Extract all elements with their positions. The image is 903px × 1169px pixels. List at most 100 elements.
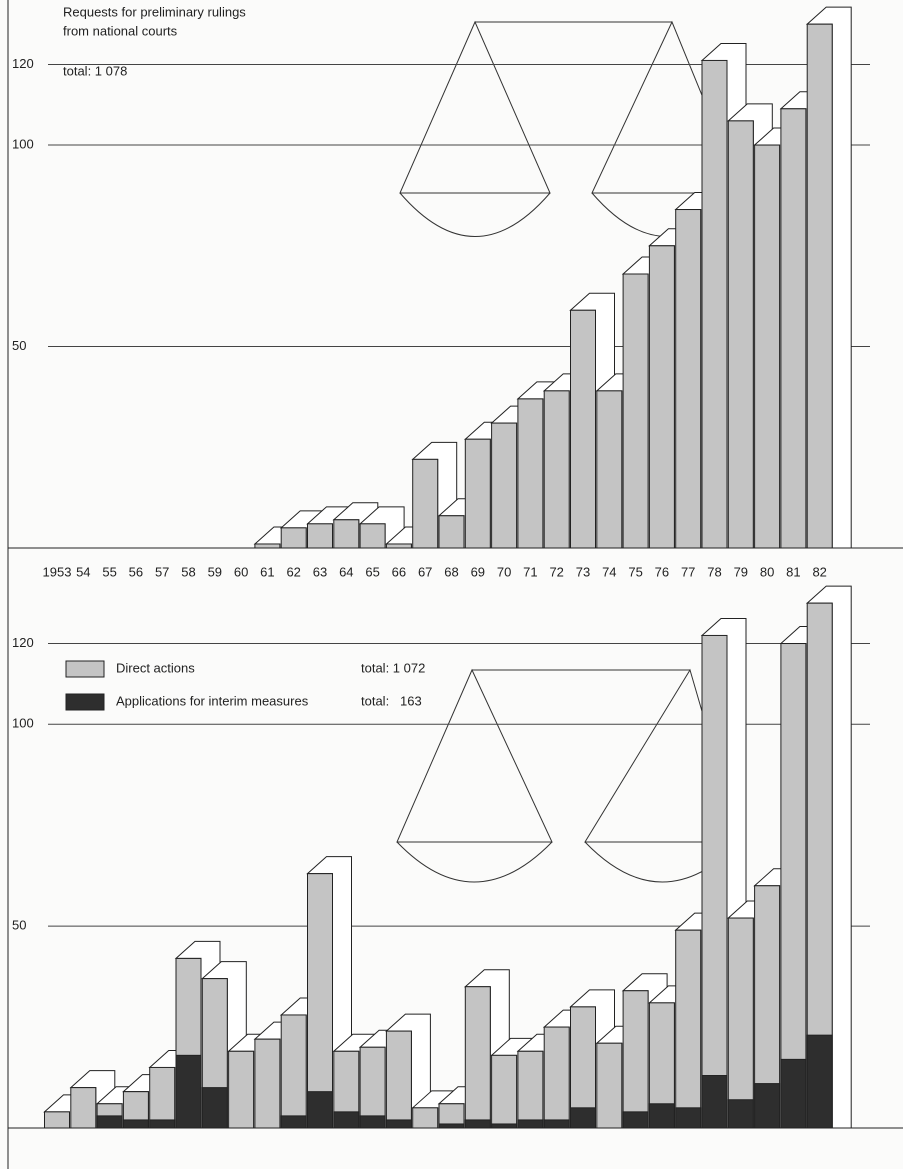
x-tick-label: 55 bbox=[102, 564, 116, 579]
bar bbox=[307, 873, 333, 1129]
bar bbox=[701, 59, 728, 549]
x-tick-label: 63 bbox=[313, 564, 327, 579]
x-tick-label: 62 bbox=[286, 564, 300, 579]
x-tick-label: 78 bbox=[707, 564, 721, 579]
chart-title: from national courts bbox=[63, 23, 178, 38]
bar bbox=[596, 1042, 623, 1129]
bar bbox=[701, 634, 728, 1129]
bar bbox=[648, 1103, 675, 1129]
x-tick-label: 80 bbox=[760, 564, 774, 579]
bar bbox=[96, 1115, 123, 1129]
bar bbox=[491, 1054, 518, 1129]
bar bbox=[385, 543, 412, 549]
bar bbox=[727, 917, 754, 1129]
x-tick-label: 81 bbox=[786, 564, 800, 579]
x-tick-label: 70 bbox=[497, 564, 511, 579]
bar bbox=[228, 1050, 255, 1129]
bar bbox=[570, 309, 596, 549]
bar bbox=[675, 209, 702, 549]
y-tick-label: 120 bbox=[12, 56, 34, 71]
bar bbox=[543, 1026, 570, 1129]
bar bbox=[385, 1119, 412, 1129]
bar bbox=[70, 1087, 97, 1129]
bar bbox=[122, 1119, 149, 1129]
legend-total: total: 163 bbox=[361, 693, 422, 708]
x-tick-label: 66 bbox=[392, 564, 406, 579]
bar bbox=[517, 1119, 544, 1129]
bar bbox=[806, 1034, 833, 1129]
bar bbox=[44, 1111, 70, 1129]
bar bbox=[491, 422, 518, 549]
y-tick-label: 100 bbox=[12, 136, 34, 151]
bar bbox=[622, 273, 649, 549]
bar bbox=[359, 1115, 386, 1129]
bar bbox=[359, 523, 386, 549]
bar bbox=[780, 1058, 807, 1129]
x-tick-label: 56 bbox=[129, 564, 143, 579]
bar bbox=[675, 929, 702, 1129]
x-tick-label: 59 bbox=[208, 564, 222, 579]
legend-total: total: 1 072 bbox=[361, 660, 425, 675]
bar bbox=[780, 108, 807, 549]
bar bbox=[464, 438, 491, 549]
bar bbox=[806, 23, 833, 549]
bar bbox=[491, 1123, 518, 1129]
bar bbox=[333, 1111, 360, 1129]
bar bbox=[412, 458, 439, 549]
x-tick-label: 76 bbox=[655, 564, 669, 579]
bar bbox=[754, 144, 781, 549]
bar bbox=[385, 1030, 412, 1129]
bar bbox=[596, 390, 623, 549]
bar bbox=[543, 390, 570, 549]
x-tick-label: 58 bbox=[181, 564, 195, 579]
bar bbox=[307, 1091, 333, 1129]
bar bbox=[149, 1066, 176, 1129]
bar bbox=[570, 1107, 596, 1129]
bar bbox=[280, 1014, 307, 1129]
bar bbox=[412, 1107, 439, 1129]
bar bbox=[307, 523, 333, 549]
bar bbox=[438, 1123, 465, 1129]
x-tick-label: 64 bbox=[339, 564, 353, 579]
x-tick-label: 60 bbox=[234, 564, 248, 579]
bar bbox=[754, 1083, 781, 1129]
bar bbox=[780, 643, 807, 1129]
y-tick-label: 50 bbox=[12, 338, 26, 353]
x-tick-label: 65 bbox=[365, 564, 379, 579]
x-tick-label: 68 bbox=[444, 564, 458, 579]
bar bbox=[622, 1111, 649, 1129]
bar bbox=[675, 1107, 702, 1129]
x-tick-label: 69 bbox=[471, 564, 485, 579]
bar bbox=[175, 1054, 202, 1129]
chart-title: Requests for preliminary rulings bbox=[63, 4, 246, 19]
bar bbox=[149, 1119, 176, 1129]
bar bbox=[727, 120, 754, 549]
x-tick-label: 79 bbox=[734, 564, 748, 579]
bar bbox=[254, 543, 281, 549]
x-tick-label: 67 bbox=[418, 564, 432, 579]
x-tick-label: 73 bbox=[576, 564, 590, 579]
x-tick-label: 54 bbox=[76, 564, 90, 579]
bar bbox=[201, 1087, 228, 1129]
legend-swatch bbox=[65, 660, 105, 678]
x-tick-label: 1953 bbox=[43, 564, 72, 579]
bar bbox=[438, 515, 465, 549]
bar bbox=[517, 1050, 544, 1129]
bar bbox=[701, 1075, 728, 1129]
bar bbox=[727, 1099, 754, 1129]
x-tick-label: 71 bbox=[523, 564, 537, 579]
bar bbox=[359, 1046, 386, 1129]
bar bbox=[280, 1115, 307, 1129]
bar-group bbox=[253, 6, 852, 549]
scales-bottom bbox=[396, 668, 741, 883]
legend-label: Applications for interim measures bbox=[116, 693, 309, 708]
y-tick-label: 50 bbox=[12, 918, 26, 933]
legend-label: Direct actions bbox=[116, 660, 195, 675]
annotation: total: 1 078 bbox=[63, 63, 127, 78]
x-tick-label: 74 bbox=[602, 564, 616, 579]
bar bbox=[622, 990, 649, 1129]
bar bbox=[254, 1038, 281, 1129]
bar bbox=[543, 1119, 570, 1129]
bar bbox=[280, 527, 307, 549]
